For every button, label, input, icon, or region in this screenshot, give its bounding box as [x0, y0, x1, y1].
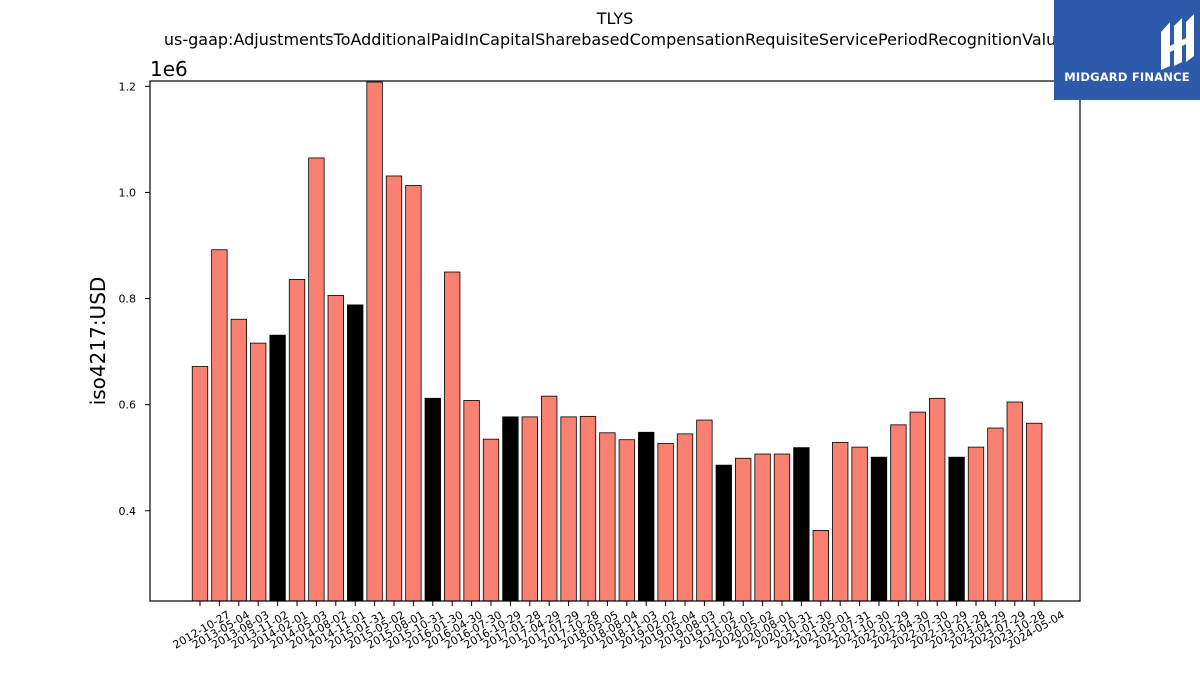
bar-2019-02-02	[638, 431, 655, 602]
bar-2012-10-27	[191, 366, 209, 602]
bar-2016-01-30	[424, 397, 441, 602]
bar-2015-10-31	[405, 185, 422, 602]
bars-group	[191, 81, 1043, 602]
bar-2018-11-03	[618, 439, 635, 602]
y-axis-label: iso4217:USD	[86, 277, 110, 406]
bar-2020-05-02	[735, 457, 752, 602]
x-axis: 2012-10-272013-05-042013-08-032013-11-02…	[171, 601, 1067, 652]
bar-2016-07-30	[463, 400, 480, 602]
y-tick-label: 1.2	[119, 80, 137, 93]
y-axis: 0.4 0.6 0.8 1.0 1.2	[119, 80, 150, 518]
bar-2020-02-01	[715, 464, 732, 602]
bar-2015-01-31	[347, 304, 364, 602]
bar-2017-10-28	[560, 416, 577, 602]
bar-2023-07-29	[987, 427, 1004, 602]
bar-2022-10-29	[929, 397, 946, 602]
brand-logo: MIDGARD FINANCE	[1054, 0, 1200, 100]
bar-2021-07-31	[832, 441, 849, 602]
bar-2019-11-02	[696, 419, 713, 602]
bar-2019-05-04	[657, 443, 674, 602]
y-tick-label: 0.4	[119, 505, 137, 518]
plot-frame	[149, 80, 1081, 602]
bar-2021-10-30	[851, 446, 868, 602]
bar-2017-07-29	[541, 395, 558, 602]
bar-2014-02-01	[269, 334, 286, 602]
bar-2016-10-29	[482, 438, 500, 602]
bar-2014-05-03	[288, 279, 306, 602]
bar-2013-05-04	[211, 249, 228, 602]
y-tick-label: 1.0	[119, 186, 137, 199]
bar-2017-01-28	[502, 416, 519, 602]
y-scale-offset: 1e6	[150, 57, 188, 81]
bar-2022-07-30	[909, 411, 926, 602]
bar-2015-08-01	[385, 175, 403, 602]
bar-2016-04-30	[444, 271, 461, 602]
bar-2014-11-01	[327, 294, 344, 602]
bar-2020-10-31	[773, 453, 791, 602]
bar-2013-08-03	[230, 318, 247, 602]
bar-2023-04-29	[967, 446, 985, 602]
bar-2018-08-04	[599, 432, 616, 602]
bar-2014-08-02	[308, 157, 325, 602]
bar-2023-01-28	[948, 456, 965, 602]
y-tick-label: 0.8	[119, 293, 137, 306]
bar-2022-04-30	[890, 424, 907, 602]
bar-2015-05-02	[366, 81, 383, 602]
bar-2020-08-01	[754, 453, 771, 602]
bar-2013-11-02	[250, 342, 267, 602]
chart-subtitle: us-gaap:AdjustmentsToAdditionalPaidInCap…	[163, 30, 1067, 49]
bar-2023-10-28	[1006, 401, 1023, 602]
bar-2019-08-03	[676, 433, 694, 602]
logo-mark-icon	[1161, 14, 1194, 70]
y-tick-label: 0.6	[119, 399, 137, 412]
bar-2024-05-04	[1026, 422, 1043, 602]
bar-2022-01-29	[870, 456, 888, 602]
bar-2018-05-05	[579, 415, 597, 602]
logo-text: MIDGARD FINANCE	[1064, 70, 1190, 84]
bar-2021-01-30	[793, 447, 810, 602]
bar-2017-04-29	[521, 416, 538, 602]
chart-title: TLYS	[596, 9, 634, 28]
bar-2021-05-01	[812, 530, 829, 602]
